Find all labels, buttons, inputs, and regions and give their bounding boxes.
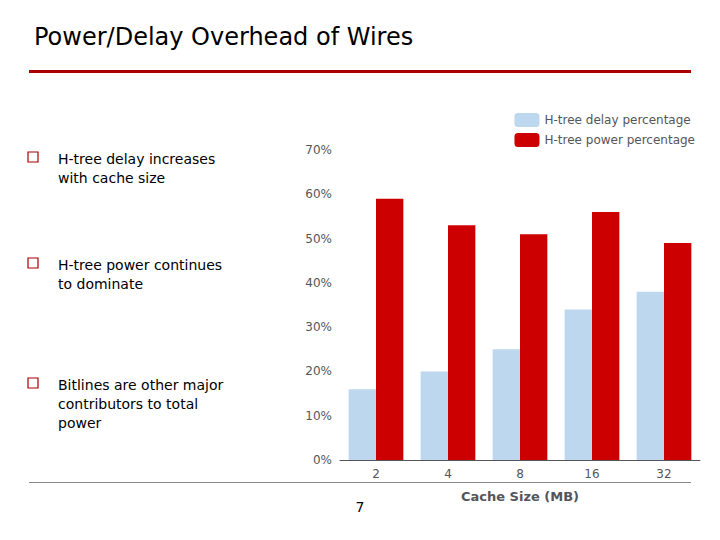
svg-text:40%: 40% — [305, 276, 332, 290]
svg-text:power: power — [58, 415, 102, 431]
svg-text:50%: 50% — [305, 232, 332, 246]
svg-text:70%: 70% — [305, 143, 332, 157]
svg-text:2: 2 — [372, 467, 380, 481]
svg-text:with cache size: with cache size — [58, 170, 165, 186]
svg-text:10%: 10% — [305, 409, 332, 423]
svg-text:0%: 0% — [313, 453, 332, 467]
svg-text:Power/Delay Overhead of Wires: Power/Delay Overhead of Wires — [34, 23, 413, 51]
svg-text:60%: 60% — [305, 187, 332, 201]
svg-text:contributors to total: contributors to total — [58, 396, 198, 412]
svg-text:Cache Size (MB): Cache Size (MB) — [461, 489, 579, 504]
svg-text:H-tree delay percentage: H-tree delay percentage — [544, 113, 690, 127]
svg-text:32: 32 — [656, 467, 671, 481]
svg-text:8: 8 — [516, 467, 524, 481]
svg-text:7: 7 — [356, 499, 365, 515]
svg-text:H-tree power percentage: H-tree power percentage — [544, 133, 695, 147]
svg-text:16: 16 — [584, 467, 599, 481]
svg-text:30%: 30% — [305, 320, 332, 334]
svg-text:20%: 20% — [305, 364, 332, 378]
svg-text:4: 4 — [444, 467, 452, 481]
svg-text:H-tree delay increases: H-tree delay increases — [58, 151, 215, 167]
svg-text:H-tree power continues: H-tree power continues — [58, 257, 222, 273]
svg-text:to dominate: to dominate — [58, 276, 143, 292]
svg-text:Bitlines are other major: Bitlines are other major — [58, 377, 224, 393]
